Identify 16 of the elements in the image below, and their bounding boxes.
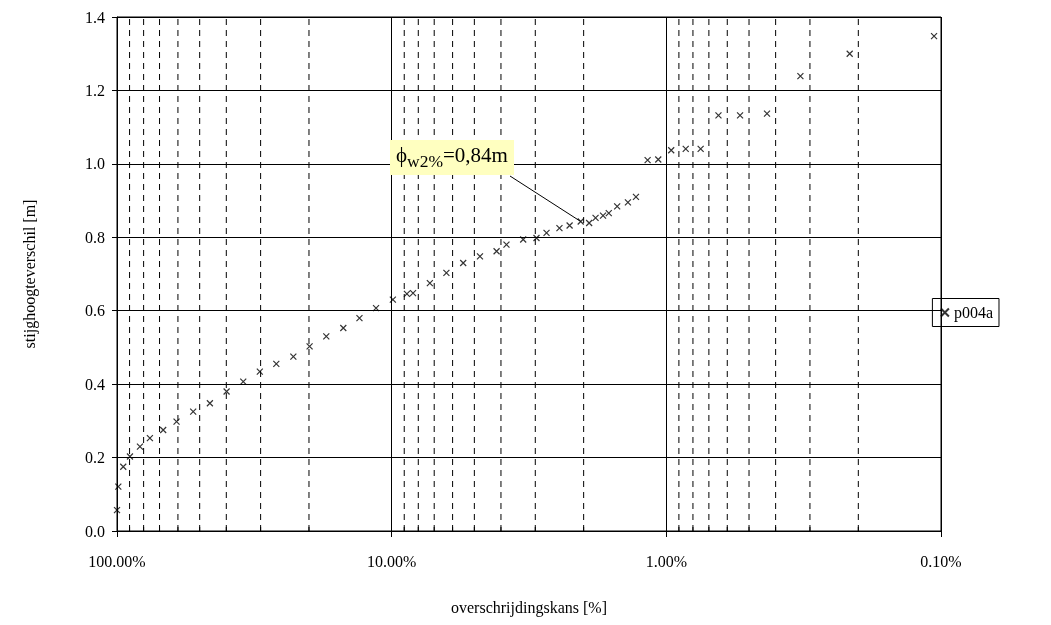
x-axis-title: overschrijdingskans [%]: [451, 598, 607, 617]
y-tick-label: 1.2: [85, 81, 105, 99]
y-tick-label: 0.4: [85, 375, 105, 393]
y-tick-label: 0.0: [85, 522, 105, 540]
x-tick-label: 10.00%: [367, 552, 417, 570]
y-tick-label: 1.4: [85, 8, 105, 26]
y-tick-label: 0.6: [85, 302, 105, 320]
y-tick-label: 0.8: [85, 228, 105, 246]
x-tick-label: 0.10%: [920, 552, 962, 570]
legend-label: p004a: [953, 304, 994, 322]
y-tick-label: 1.0: [85, 155, 105, 173]
x-tick-label: 100.00%: [88, 552, 146, 570]
y-axis-title: stijghoogteverschil [m]: [20, 199, 39, 349]
y-tick-label: 0.2: [85, 449, 105, 467]
x-tick-label: 1.00%: [645, 552, 687, 570]
callout-box: ϕ$_{w2%}$=0,84m: [390, 140, 514, 176]
